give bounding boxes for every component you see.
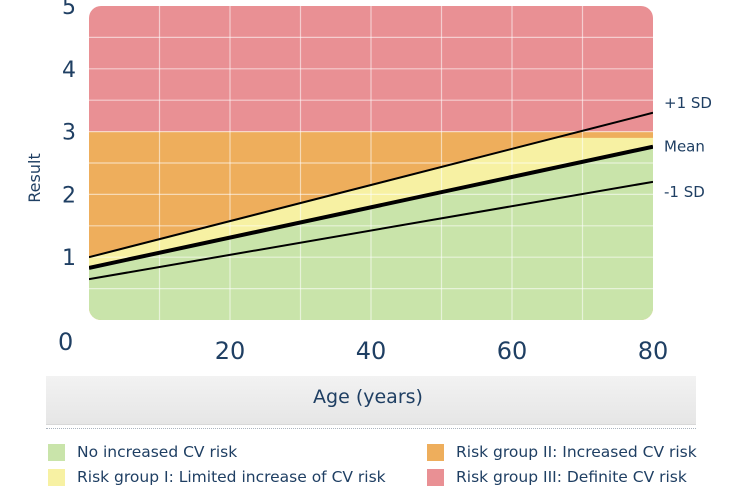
series-label-minus-1-sd: -1 SD (664, 183, 705, 201)
y-axis-label: Result (25, 153, 44, 202)
x-tick-label: 40 (356, 337, 387, 365)
x-axis-label-bar (46, 376, 696, 425)
legend-swatch-no-risk (48, 443, 65, 461)
legend-item-group-ii: Risk group II: Increased CV risk (427, 443, 697, 461)
x-tick-label: 80 (638, 337, 669, 365)
y-tick-label: 5 (62, 0, 76, 20)
plot-area (89, 6, 653, 320)
legend-item-group-iii: Risk group III: Definite CV risk (427, 468, 687, 486)
y-tick-label: 3 (62, 121, 76, 146)
legend-label-group-iii: Risk group III: Definite CV risk (456, 468, 687, 486)
legend-label-group-ii: Risk group II: Increased CV risk (456, 443, 697, 461)
y-tick-label: 0 (58, 328, 73, 356)
legend-swatch-group-iii (427, 468, 444, 486)
series-line-plus-1-sd (89, 111, 653, 259)
y-tick-label: 1 (62, 246, 76, 271)
series-label-mean: Mean (664, 138, 705, 156)
series-label-plus-1-sd: +1 SD (664, 94, 712, 112)
legend-item-group-i: Risk group I: Limited increase of CV ris… (48, 468, 386, 486)
series-line-minus-1-sd (89, 180, 653, 281)
legend-label-group-i: Risk group I: Limited increase of CV ris… (77, 468, 386, 486)
legend-swatch-group-i (48, 468, 65, 486)
legend-separator (46, 428, 696, 429)
x-tick-label: 60 (497, 337, 528, 365)
y-tick-label: 2 (62, 183, 76, 208)
x-axis-label: Age (years) (313, 386, 423, 408)
chart: +1 SD Mean -1 SD 0 1 2 3 4 5 20 40 60 80 Result (25, 0, 712, 365)
legend-swatch-group-ii (427, 443, 444, 461)
series-line-mean (89, 144, 653, 270)
legend-item-no-risk: No increased CV risk (48, 443, 237, 461)
y-tick-label: 4 (62, 58, 76, 83)
x-tick-label: 20 (215, 337, 246, 365)
legend-label-no-risk: No increased CV risk (77, 443, 238, 461)
